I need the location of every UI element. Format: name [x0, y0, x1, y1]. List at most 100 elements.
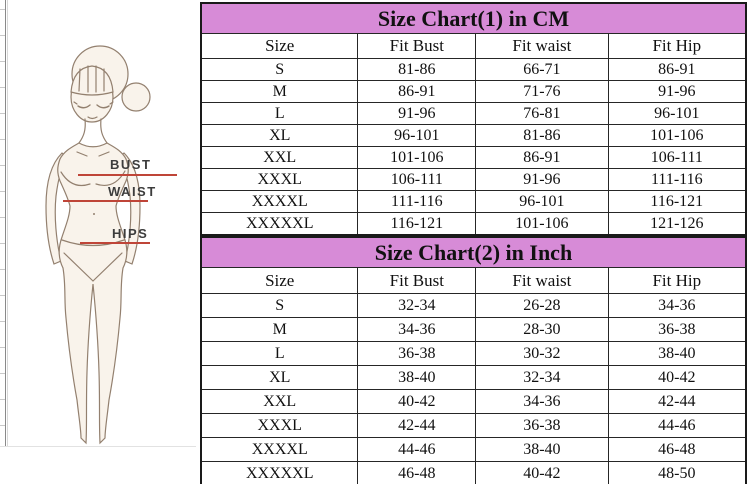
table-row: M 34-36 28-30 36-38: [200, 317, 747, 342]
size-cell: XXXXXL: [200, 212, 359, 236]
fit-waist-cell: 40-42: [475, 461, 609, 484]
size-cell: XXL: [200, 389, 359, 414]
size-cell: M: [200, 80, 359, 103]
fit-bust-cell: 36-38: [357, 341, 477, 366]
panel-tick-mark: [0, 165, 5, 166]
fit-bust-cell: 38-40: [357, 365, 477, 390]
fit-hip-cell: 101-106: [607, 124, 747, 147]
fit-hip-cell: 48-50: [607, 461, 747, 484]
fit-waist-cell: 81-86: [475, 124, 609, 147]
fit-waist-cell: 66-71: [475, 58, 609, 81]
fit-waist-cell: 101-106: [475, 212, 609, 236]
panel-tick-mark: [0, 425, 5, 426]
fit-waist-cell: 76-81: [475, 102, 609, 125]
panel-tick-mark: [0, 347, 5, 348]
size-cell: XL: [200, 124, 359, 147]
size-chart-title: Size Chart(2) in Inch: [200, 236, 747, 268]
size-chart-title: Size Chart(1) in CM: [200, 2, 747, 34]
panel-border-line: [5, 0, 6, 447]
fit-hip-cell: 111-116: [607, 168, 747, 191]
bust-measure-line: [78, 174, 177, 176]
size-cell: XXL: [200, 146, 359, 169]
panel-tick-mark: [0, 191, 5, 192]
fit-waist-cell: 26-28: [475, 293, 609, 318]
size-cell: XL: [200, 365, 359, 390]
panel-tick-mark: [0, 295, 5, 296]
panel-border-line-light: [7, 0, 8, 447]
fit-bust-cell: 32-34: [357, 293, 477, 318]
panel-tick-mark: [0, 139, 5, 140]
fit-bust-cell: 40-42: [357, 389, 477, 414]
fit-hip-cell: 106-111: [607, 146, 747, 169]
column-header: Fit waist: [475, 267, 609, 294]
column-header: Size: [200, 267, 359, 294]
fit-bust-cell: 81-86: [357, 58, 477, 81]
size-cell: XXXL: [200, 168, 359, 191]
table-row: L 36-38 30-32 38-40: [200, 341, 747, 366]
column-header: Fit Hip: [607, 267, 747, 294]
table-row: XXL 101-106 86-91 106-111: [200, 146, 747, 169]
fit-hip-cell: 44-46: [607, 413, 747, 438]
fit-waist-cell: 30-32: [475, 341, 609, 366]
fit-bust-cell: 86-91: [357, 80, 477, 103]
fit-waist-cell: 36-38: [475, 413, 609, 438]
size-cell: S: [200, 293, 359, 318]
waist-label: WAIST: [108, 184, 157, 199]
table-row: XXXL 106-111 91-96 111-116: [200, 168, 747, 191]
fit-hip-cell: 46-48: [607, 437, 747, 462]
fit-waist-cell: 32-34: [475, 365, 609, 390]
table-row: XXXXL 44-46 38-40 46-48: [200, 437, 747, 462]
waist-measure-line: [63, 200, 148, 202]
fit-bust-cell: 44-46: [357, 437, 477, 462]
panel-tick-mark: [0, 243, 5, 244]
fit-hip-cell: 96-101: [607, 102, 747, 125]
size-cell: M: [200, 317, 359, 342]
panel-tick-mark: [0, 321, 5, 322]
fit-waist-cell: 91-96: [475, 168, 609, 191]
fit-bust-cell: 42-44: [357, 413, 477, 438]
panel-bottom-line: [0, 446, 196, 447]
panel-tick-mark: [0, 113, 5, 114]
figure-panel: BUST WAIST HIPS: [0, 0, 200, 484]
fit-waist-cell: 86-91: [475, 146, 609, 169]
column-header: Size: [200, 33, 359, 59]
fit-hip-cell: 42-44: [607, 389, 747, 414]
fit-hip-cell: 38-40: [607, 341, 747, 366]
fit-bust-cell: 106-111: [357, 168, 477, 191]
size-table-inch: Size Chart(2) in Inch Size Fit Bust Fit wai…: [200, 236, 747, 484]
size-cell: L: [200, 341, 359, 366]
panel-tick-mark: [0, 399, 5, 400]
fit-hip-cell: 91-96: [607, 80, 747, 103]
bust-label: BUST: [110, 157, 152, 172]
fit-bust-cell: 91-96: [357, 102, 477, 125]
table-row: XXXL 42-44 36-38 44-46: [200, 413, 747, 438]
panel-tick-mark: [0, 9, 5, 10]
panel-tick-mark: [0, 373, 5, 374]
fit-hip-cell: 121-126: [607, 212, 747, 236]
fit-waist-cell: 71-76: [475, 80, 609, 103]
size-tables: Size Chart(1) in CM Size Fit Bust Fit waist…: [200, 2, 747, 484]
table-row: XXXXXL 116-121 101-106 121-126: [200, 212, 747, 236]
column-header: Fit Bust: [357, 33, 477, 59]
size-cell: S: [200, 58, 359, 81]
panel-tick-mark: [0, 35, 5, 36]
table-row: XXXXXL 46-48 40-42 48-50: [200, 461, 747, 484]
panel-tick-mark: [0, 61, 5, 62]
column-header: Fit waist: [475, 33, 609, 59]
fit-bust-cell: 111-116: [357, 190, 477, 213]
fit-hip-cell: 36-38: [607, 317, 747, 342]
size-cell: XXXXL: [200, 437, 359, 462]
fit-bust-cell: 101-106: [357, 146, 477, 169]
size-cell: XXXXL: [200, 190, 359, 213]
panel-tick-mark: [0, 87, 5, 88]
table-row: S 81-86 66-71 86-91: [200, 58, 747, 81]
panel-tick-mark: [0, 217, 5, 218]
table-row: S 32-34 26-28 34-36: [200, 293, 747, 318]
fit-waist-cell: 28-30: [475, 317, 609, 342]
table-row: M 86-91 71-76 91-96: [200, 80, 747, 103]
table-row: XL 38-40 32-34 40-42: [200, 365, 747, 390]
table-row: XL 96-101 81-86 101-106: [200, 124, 747, 147]
fit-waist-cell: 38-40: [475, 437, 609, 462]
column-header: Fit Bust: [357, 267, 477, 294]
